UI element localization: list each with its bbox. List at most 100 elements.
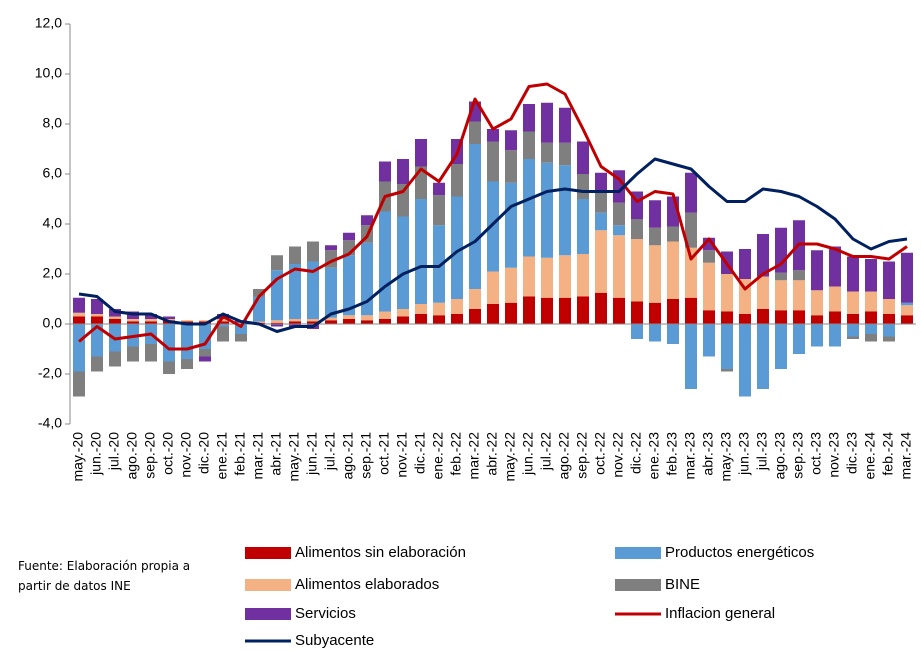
bar-segment	[379, 211, 391, 312]
legend-swatch	[615, 579, 661, 591]
bar-segment	[649, 302, 661, 324]
bar-segment	[505, 267, 517, 303]
y-tick-label: -2,0	[38, 365, 62, 381]
bar-segment	[829, 311, 841, 324]
bar-segment	[595, 212, 607, 231]
bar-segment	[433, 225, 445, 303]
x-tick-label: dic.-22	[628, 432, 644, 474]
bar-segment	[775, 310, 787, 324]
bar-segment	[847, 291, 859, 314]
bar-segment	[847, 256, 859, 292]
bar-segment	[235, 334, 247, 342]
bar-segment	[721, 369, 733, 372]
bar-segment	[775, 272, 787, 281]
bar-segment	[451, 299, 463, 314]
bar-segment	[523, 131, 535, 159]
bar-segment	[469, 144, 481, 289]
bar-segment	[523, 104, 535, 132]
line-series	[78, 82, 908, 351]
y-tick-label: 10,0	[35, 65, 62, 81]
bar-segment	[577, 254, 589, 297]
bar-segment	[649, 227, 661, 246]
x-tick-label: dic.-20	[196, 432, 212, 474]
bar-segment	[559, 165, 571, 256]
bar-segment	[451, 196, 463, 299]
bar-segment	[379, 161, 391, 182]
bar-segment	[451, 314, 463, 324]
bar-segment	[685, 324, 697, 389]
x-tick-label: jul.-22	[538, 432, 554, 471]
bar-segment	[73, 371, 85, 397]
bar-segment	[361, 320, 373, 324]
bar-segment	[685, 172, 697, 213]
bar-segment	[757, 276, 769, 309]
bar-segment	[307, 319, 319, 322]
bar-segment	[613, 235, 625, 298]
bar-segment	[181, 324, 193, 359]
bar-segment	[127, 346, 139, 362]
bar-segment	[109, 319, 121, 324]
bar-segment	[91, 356, 103, 372]
bar-segment	[505, 182, 517, 268]
bar-segment	[289, 264, 301, 319]
bar-segment	[739, 314, 751, 324]
bar-segment	[91, 314, 103, 317]
bar-segment	[73, 312, 85, 317]
bar-segment	[631, 324, 643, 339]
bar-segment	[433, 302, 445, 316]
bar-segment	[217, 324, 229, 327]
legend-swatch	[615, 547, 661, 559]
legend-label: Subyacente	[295, 632, 374, 649]
x-tick-label: mar.-23	[682, 432, 698, 480]
x-tick-label: jul.-23	[754, 432, 770, 471]
bar-segment	[559, 142, 571, 166]
bar-segment	[343, 315, 355, 319]
bar-segment	[865, 291, 877, 312]
x-tick-label: ago.-21	[340, 432, 356, 480]
bar-segment	[865, 259, 877, 292]
bar-segment	[847, 336, 859, 339]
bar-segment	[307, 261, 319, 319]
bar-segment	[127, 321, 139, 324]
bar-segment	[289, 319, 301, 322]
bar-segment	[703, 250, 715, 263]
x-tick-label: may.-22	[502, 432, 518, 482]
bar-segment	[109, 316, 121, 319]
bar-segment	[235, 322, 247, 324]
x-tick-label: feb.-23	[664, 432, 680, 476]
x-tick-label: dic.-21	[412, 432, 428, 474]
bar-segment	[829, 286, 841, 312]
x-tick-label: nov.-23	[826, 432, 842, 478]
bar-segment	[595, 172, 607, 193]
y-tick-label: 6,0	[43, 165, 63, 181]
bar-segment	[685, 247, 697, 298]
legend-label: Productos energéticos	[665, 544, 814, 561]
bar-segment	[433, 195, 445, 226]
bar-segment	[631, 219, 643, 239]
bar-segment	[667, 226, 679, 242]
bar-segment	[541, 142, 553, 163]
bar-segment	[145, 319, 157, 322]
bar-segment	[667, 324, 679, 344]
bar-segment	[469, 309, 481, 324]
bar-segment	[595, 292, 607, 324]
bar-segment	[649, 324, 661, 342]
bar-segment	[397, 184, 409, 217]
bar-segment	[865, 311, 877, 324]
bar-segment	[631, 239, 643, 302]
bar-segment	[883, 324, 895, 337]
bar-segment	[415, 139, 427, 167]
bar-segment	[487, 271, 499, 304]
bar-segment	[199, 356, 211, 362]
bar-segment	[271, 324, 283, 327]
x-tick-label: ene.-21	[214, 432, 230, 480]
bar-segment	[649, 200, 661, 228]
bar-segment	[811, 250, 823, 291]
bar-segment	[811, 324, 823, 347]
source-note: Fuente: Elaboración propia a partir de d…	[18, 559, 191, 593]
x-tick-label: jun.-21	[304, 432, 320, 476]
bar-segment	[883, 261, 895, 299]
bar-segment	[667, 241, 679, 299]
bar-segment	[793, 270, 805, 281]
bar-segment	[145, 314, 157, 319]
